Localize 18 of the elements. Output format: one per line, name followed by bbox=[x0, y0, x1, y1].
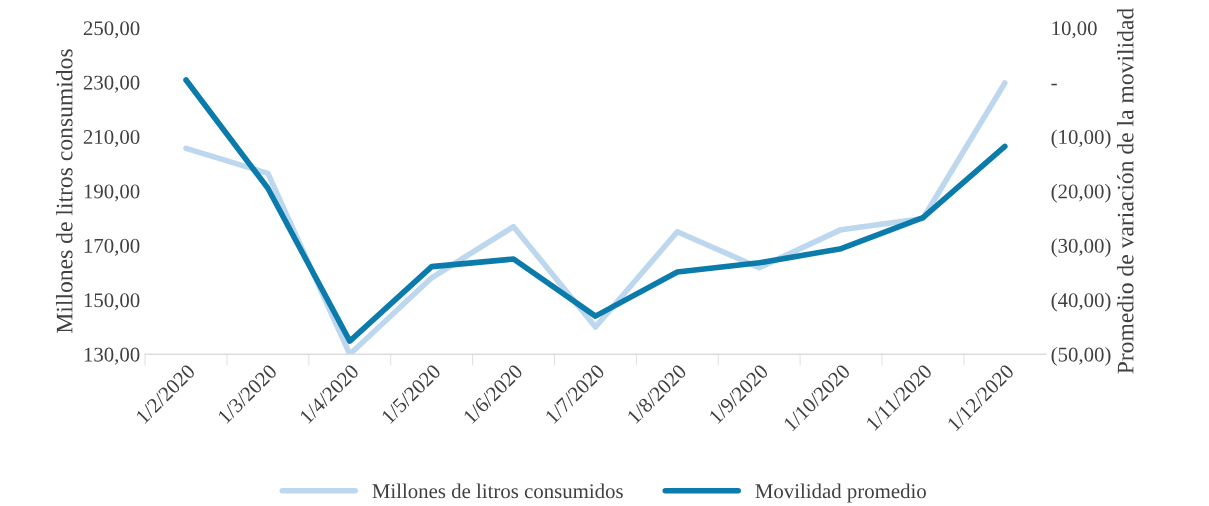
legend-label: Movilidad promedio bbox=[755, 483, 926, 503]
y2-axis-title: Promedio de variación de la movilidad bbox=[1116, 8, 1134, 374]
y2-tick-label: (20,00) bbox=[1051, 183, 1111, 203]
y2-tick-label: - bbox=[1051, 83, 1057, 86]
y-tick-label: 170,00 bbox=[84, 238, 140, 256]
y2-tick-label: (50,00) bbox=[1051, 346, 1111, 366]
y-tick-label: 250,00 bbox=[83, 21, 140, 39]
y-tick-label: 230,00 bbox=[83, 75, 140, 93]
y2-tick-label: (10,00) bbox=[1051, 129, 1111, 149]
legend-label: Millones de litros consumidos bbox=[372, 483, 623, 499]
y2-tick-label: (40,00) bbox=[1051, 292, 1111, 312]
y-tick-label: 130,00 bbox=[84, 347, 140, 365]
y-tick-label: 190,00 bbox=[84, 184, 140, 202]
y2-tick-label: 10,00 bbox=[1052, 21, 1097, 39]
y-tick-label: 210,00 bbox=[83, 129, 140, 148]
y-axis-title: Millones de litros consumidos bbox=[55, 49, 73, 333]
y2-tick-label: (30,00) bbox=[1051, 238, 1111, 258]
y-tick-label: 150,00 bbox=[84, 293, 140, 311]
